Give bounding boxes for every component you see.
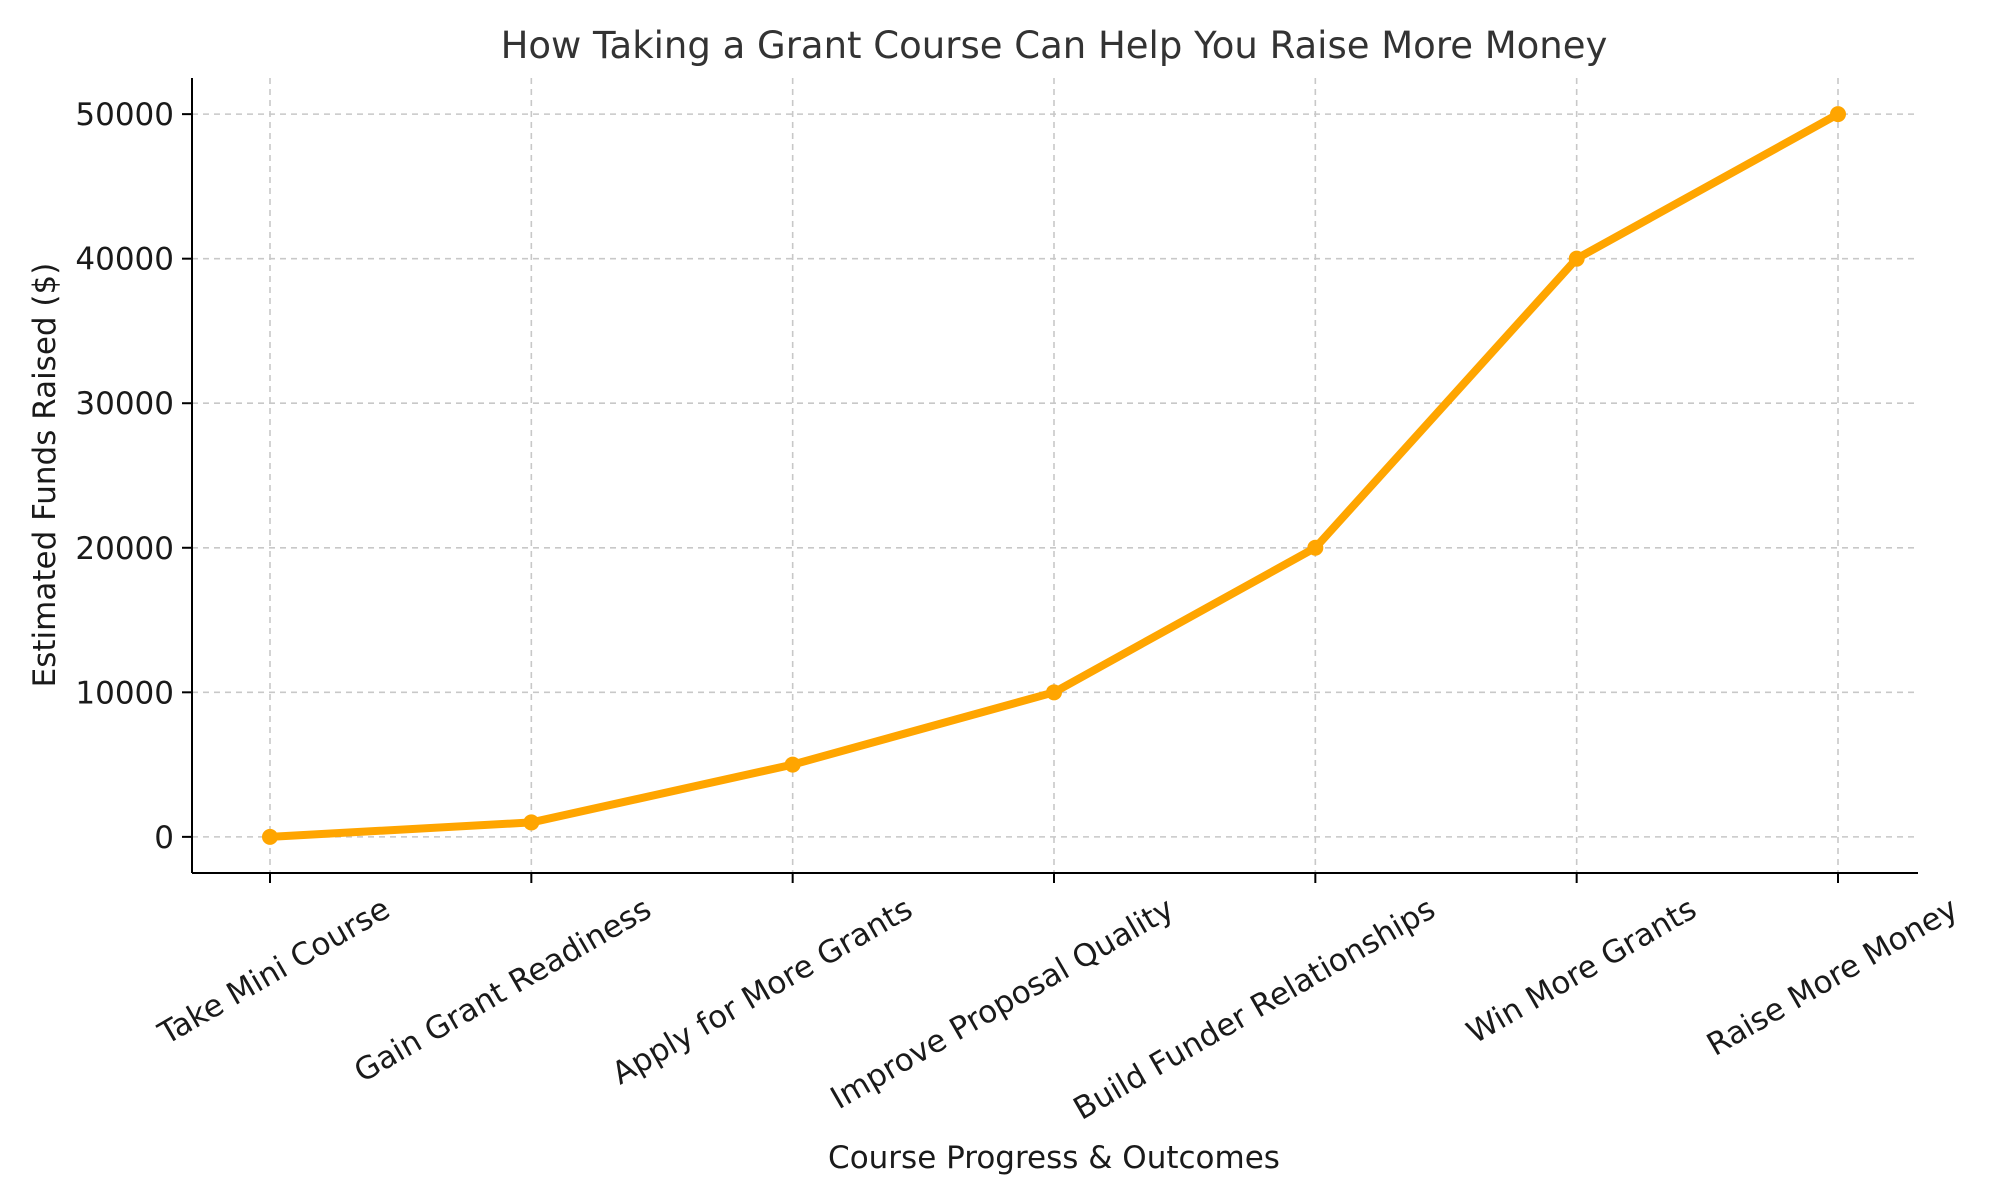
y-tick-label: 10000 bbox=[75, 675, 174, 711]
grid-layer bbox=[192, 78, 1918, 873]
x-tick-label: Raise More Money bbox=[1701, 891, 1964, 1064]
data-point bbox=[1307, 539, 1324, 556]
axes-layer bbox=[182, 78, 1918, 883]
data-point bbox=[1830, 106, 1846, 123]
series-layer bbox=[262, 106, 1846, 845]
y-tick-label: 30000 bbox=[75, 386, 174, 422]
y-tick-label: 0 bbox=[154, 820, 174, 856]
y-tick-label: 20000 bbox=[75, 531, 174, 567]
x-tick-label: Take Mini Course bbox=[152, 891, 396, 1053]
y-tick-label: 50000 bbox=[75, 97, 174, 133]
x-tick-label: Win More Grants bbox=[1461, 891, 1703, 1051]
chart-title: How Taking a Grant Course Can Help You R… bbox=[501, 24, 1608, 67]
y-axis-label: Estimated Funds Raised ($) bbox=[27, 263, 63, 688]
data-point bbox=[262, 828, 278, 845]
data-point bbox=[1046, 684, 1062, 701]
x-axis-label: Course Progress & Outcomes bbox=[828, 1140, 1280, 1176]
data-point bbox=[523, 814, 540, 831]
data-point bbox=[784, 756, 801, 773]
data-point bbox=[1568, 250, 1585, 267]
y-tick-label: 40000 bbox=[75, 242, 174, 278]
